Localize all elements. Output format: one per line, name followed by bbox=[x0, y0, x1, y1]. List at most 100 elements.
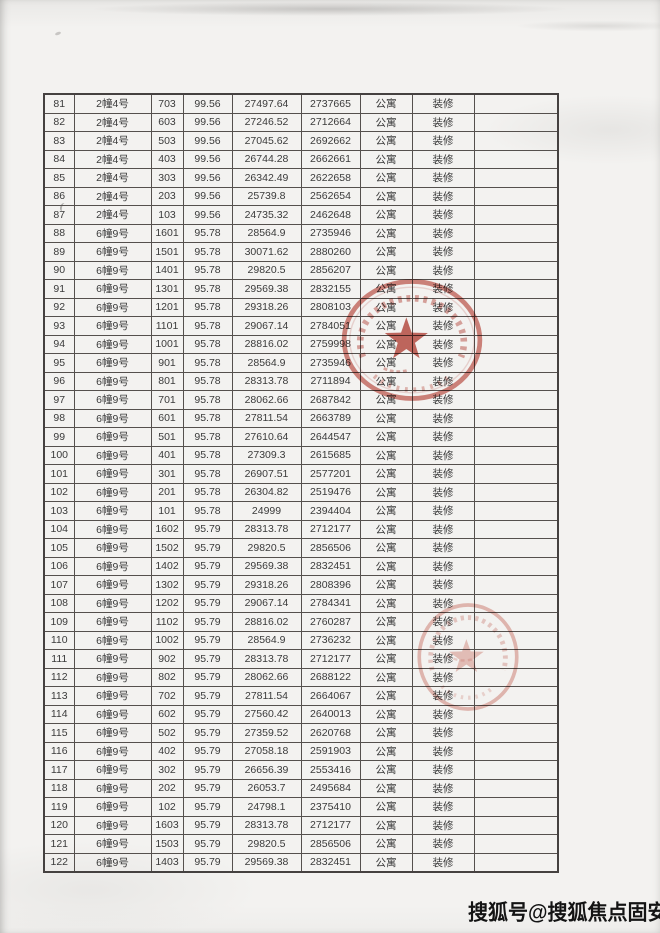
table-row: 119 6幢9号 102 95.79 24798.1 2375410 公寓 装修 bbox=[43, 797, 559, 817]
table-row: 96 6幢9号 801 95.78 28313.78 2711894 公寓 装修 bbox=[43, 371, 559, 391]
table-cell bbox=[473, 667, 559, 687]
table-cell: 公寓 bbox=[359, 501, 413, 521]
table-cell: 公寓 bbox=[359, 149, 413, 169]
table-cell: 28564.9 bbox=[231, 223, 302, 243]
table-cell: 2692662 bbox=[300, 131, 361, 151]
table-cell: 902 bbox=[150, 649, 184, 669]
table-row: 115 6幢9号 502 95.79 27359.52 2620768 公寓 装修 bbox=[43, 723, 559, 743]
table-cell: 2462648 bbox=[300, 205, 361, 225]
table-cell: 2736232 bbox=[300, 630, 361, 650]
table-cell: 602 bbox=[150, 704, 184, 724]
table-cell: 29820.5 bbox=[231, 538, 302, 558]
table-cell: 95.78 bbox=[182, 371, 233, 391]
table-cell: 95.79 bbox=[182, 649, 233, 669]
table-cell: 122 bbox=[43, 852, 75, 873]
table-cell: 95.79 bbox=[182, 630, 233, 650]
table-cell: 101 bbox=[43, 464, 75, 484]
table-cell: 2712664 bbox=[300, 112, 361, 132]
table-cell: 2577201 bbox=[300, 464, 361, 484]
table-cell: 118 bbox=[43, 778, 75, 798]
table-cell: 公寓 bbox=[359, 760, 413, 780]
table-cell: 2688122 bbox=[300, 667, 361, 687]
table-cell: 6幢9号 bbox=[73, 686, 152, 706]
table-cell: 95 bbox=[43, 353, 75, 373]
table-cell: 95.78 bbox=[182, 427, 233, 447]
table-cell: 28816.02 bbox=[231, 334, 302, 354]
table-cell: 1503 bbox=[150, 834, 184, 854]
table-cell: 6幢9号 bbox=[73, 630, 152, 650]
table-cell: 1102 bbox=[150, 612, 184, 632]
table-cell: 装修 bbox=[411, 760, 475, 780]
table-cell: 603 bbox=[150, 112, 184, 132]
table-cell: 装修 bbox=[411, 112, 475, 132]
table-cell: 装修 bbox=[411, 371, 475, 391]
table-row: 99 6幢9号 501 95.78 27610.64 2644547 公寓 装修 bbox=[43, 427, 559, 447]
table-cell: 87 bbox=[43, 205, 75, 225]
table-cell: 装修 bbox=[411, 649, 475, 669]
table-cell: 装修 bbox=[411, 630, 475, 650]
table-cell: 95.79 bbox=[182, 612, 233, 632]
table-cell: 84 bbox=[43, 149, 75, 169]
table-row: 107 6幢9号 1302 95.79 29318.26 2808396 公寓 装修 bbox=[43, 575, 559, 595]
table-row: 93 6幢9号 1101 95.78 29067.14 2784051 公寓 装修 bbox=[43, 316, 559, 336]
table-cell: 装修 bbox=[411, 778, 475, 798]
table-cell: 95.79 bbox=[182, 575, 233, 595]
table-cell: 801 bbox=[150, 371, 184, 391]
table-cell: 703 bbox=[150, 93, 184, 114]
table-cell: 109 bbox=[43, 612, 75, 632]
table-cell bbox=[473, 131, 559, 151]
table-cell bbox=[473, 297, 559, 317]
table-cell: 装修 bbox=[411, 723, 475, 743]
table-cell: 2856506 bbox=[300, 834, 361, 854]
table-cell: 27058.18 bbox=[231, 741, 302, 761]
table-cell: 116 bbox=[43, 741, 75, 761]
table-cell bbox=[473, 704, 559, 724]
table-cell: 公寓 bbox=[359, 538, 413, 558]
table-cell: 装修 bbox=[411, 390, 475, 410]
table-cell: 26053.7 bbox=[231, 778, 302, 798]
table-cell bbox=[473, 815, 559, 835]
table-cell: 装修 bbox=[411, 445, 475, 465]
table-cell: 装修 bbox=[411, 168, 475, 188]
table-cell: 95.79 bbox=[182, 704, 233, 724]
table-row: 118 6幢9号 202 95.79 26053.7 2495684 公寓 装修 bbox=[43, 778, 559, 798]
table-cell: 6幢9号 bbox=[73, 612, 152, 632]
table-cell: 2394404 bbox=[300, 501, 361, 521]
table-cell: 201 bbox=[150, 482, 184, 502]
table-cell: 95.79 bbox=[182, 538, 233, 558]
table-row: 86 2幢4号 203 99.56 25739.8 2562654 公寓 装修 bbox=[43, 186, 559, 206]
table-row: 122 6幢9号 1403 95.79 29569.38 2832451 公寓 装修 bbox=[43, 852, 559, 873]
table-cell: 公寓 bbox=[359, 260, 413, 280]
table-cell: 27359.52 bbox=[231, 723, 302, 743]
table-cell: 95.78 bbox=[182, 390, 233, 410]
table-cell: 107 bbox=[43, 575, 75, 595]
table-cell: 95.79 bbox=[182, 519, 233, 539]
table-row: 83 2幢4号 503 99.56 27045.62 2692662 公寓 装修 bbox=[43, 131, 559, 151]
table-row: 87 2幢4号 103 99.56 24735.32 2462648 公寓 装修 bbox=[43, 205, 559, 225]
table-cell: 2832155 bbox=[300, 279, 361, 299]
table-cell: 公寓 bbox=[359, 279, 413, 299]
table-cell: 28313.78 bbox=[231, 815, 302, 835]
table-cell: 公寓 bbox=[359, 593, 413, 613]
table-cell: 1002 bbox=[150, 630, 184, 650]
table-row: 101 6幢9号 301 95.78 26907.51 2577201 公寓 装修 bbox=[43, 464, 559, 484]
table-cell: 112 bbox=[43, 667, 75, 687]
table-cell: 装修 bbox=[411, 704, 475, 724]
table-cell bbox=[473, 649, 559, 669]
table-cell: 95.78 bbox=[182, 297, 233, 317]
table-cell bbox=[473, 852, 559, 873]
table-cell: 702 bbox=[150, 686, 184, 706]
table-cell bbox=[473, 93, 559, 114]
table-cell: 93 bbox=[43, 316, 75, 336]
table-cell: 2784051 bbox=[300, 316, 361, 336]
table-row: 116 6幢9号 402 95.79 27058.18 2591903 公寓 装修 bbox=[43, 741, 559, 761]
table-cell: 30071.62 bbox=[231, 242, 302, 262]
price-table: 81 2幢4号 703 99.56 27497.64 2737665 公寓 装修 82 2幢4号 6… bbox=[43, 93, 559, 873]
table-cell: 104 bbox=[43, 519, 75, 539]
table-cell: 6幢9号 bbox=[73, 704, 152, 724]
table-cell: 99 bbox=[43, 427, 75, 447]
table-cell: 103 bbox=[43, 501, 75, 521]
table-cell: 102 bbox=[43, 482, 75, 502]
table-cell: 公寓 bbox=[359, 242, 413, 262]
table-cell: 2662661 bbox=[300, 149, 361, 169]
